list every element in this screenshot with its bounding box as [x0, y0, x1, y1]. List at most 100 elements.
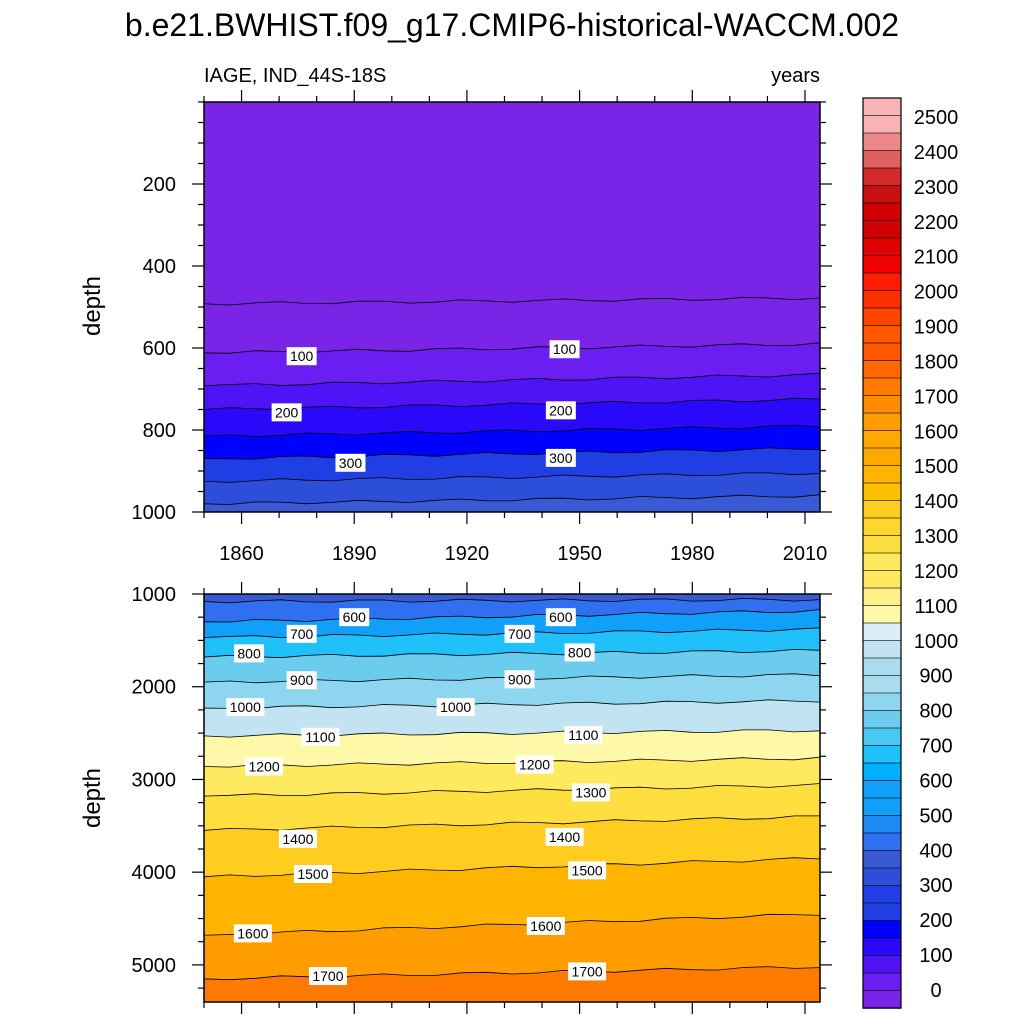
contour-label-text: 1500	[572, 862, 603, 878]
colorbar-band	[862, 272, 902, 292]
contour-label-box	[545, 827, 584, 846]
contour-label: 200	[545, 401, 576, 420]
y-tick-label: 3000	[132, 769, 177, 791]
panel-subtitle-left: IAGE, IND_44S-18S	[204, 65, 386, 87]
colorbar-band	[862, 395, 902, 414]
colorbar-band	[862, 920, 902, 939]
colorbar-band	[862, 447, 902, 467]
colorbar-band	[862, 150, 902, 169]
colorbar-band	[862, 185, 902, 204]
colorbar-band	[862, 797, 902, 817]
y-tick-label: 800	[143, 420, 176, 442]
colorbar-band	[862, 937, 902, 957]
contour-label: 1200	[245, 757, 284, 776]
contour-label-box	[504, 670, 535, 689]
contour-label-box	[568, 962, 607, 981]
contour-label-text: 700	[508, 626, 532, 642]
colorbar-band	[862, 237, 902, 257]
contour-label-box	[293, 865, 332, 884]
colorbar-band	[862, 972, 902, 992]
contour-label-text: 1100	[305, 729, 335, 745]
contour-label-text: 1500	[297, 866, 328, 882]
contour-label: 1700	[308, 967, 347, 986]
contour-label: 1500	[293, 865, 332, 884]
colorbar-band	[862, 902, 902, 922]
contour-label-box	[515, 755, 554, 774]
colorbar-band	[862, 990, 902, 1009]
contour-label-box	[436, 698, 475, 717]
colorbar-band	[862, 605, 902, 624]
contour-label: 1100	[301, 727, 340, 746]
contour-label-text: 600	[549, 609, 573, 625]
contour-line	[203, 699, 821, 710]
colorbar-label: 1700	[914, 386, 959, 408]
contour-label: 1700	[568, 962, 607, 981]
colorbar-band	[862, 832, 902, 852]
colorbar-label: 700	[919, 736, 952, 758]
colorbar-label: 300	[919, 875, 952, 897]
panel-subtitle-right: years	[771, 65, 820, 87]
contour-label: 600	[339, 608, 370, 627]
contour-band	[204, 966, 820, 1002]
colorbar-label: 900	[919, 666, 952, 688]
y-tick-label: 400	[143, 256, 176, 278]
contour-label: 1000	[436, 698, 475, 717]
contour-line	[203, 815, 820, 831]
colorbar-label: 1800	[914, 351, 959, 373]
contour-line	[203, 494, 821, 505]
contour-line	[203, 648, 821, 659]
contour-label-text: 600	[343, 609, 367, 625]
colorbar-band	[862, 815, 902, 834]
colorbar-band	[862, 657, 902, 677]
y-tick-label: 1000	[132, 502, 177, 524]
contour-label-text: 300	[339, 455, 363, 471]
x-tick-label: 1980	[670, 543, 715, 565]
colorbar-band	[862, 202, 902, 222]
chart-title: b.e21.BWHIST.f09_g17.CMIP6-historical-WA…	[125, 7, 899, 43]
colorbar-label: 1900	[914, 317, 959, 339]
colorbar-label: 400	[919, 840, 952, 862]
x-tick-label: 1950	[557, 543, 602, 565]
x-tick-label: 1860	[219, 543, 264, 565]
colorbar-band	[862, 430, 902, 449]
contour-label-box	[271, 403, 302, 422]
colorbar-band	[862, 220, 902, 239]
contour-label: 1200	[515, 755, 554, 774]
colorbar-band	[862, 325, 902, 344]
contour-line	[203, 783, 821, 797]
contour-label-box	[286, 347, 317, 366]
contour-label-text: 100	[290, 348, 314, 364]
contour-band	[204, 494, 820, 512]
contour-label-text: 1000	[440, 699, 471, 715]
colorbar-label: 600	[919, 770, 952, 792]
colorbar-band	[862, 115, 902, 134]
x-tick-label: 2010	[783, 543, 828, 565]
contour-label-text: 1600	[237, 925, 268, 941]
colorbar-band	[862, 342, 902, 362]
contour-label: 1400	[545, 827, 584, 846]
colorbar-label: 2300	[914, 177, 959, 199]
contour-label: 100	[286, 347, 317, 366]
contour-label-box	[233, 924, 272, 943]
contour-label-box	[234, 644, 265, 663]
y-tick-label: 2000	[132, 677, 177, 699]
contour-label-text: 1300	[575, 784, 606, 800]
contour-label-box	[549, 340, 580, 359]
contour-line	[203, 296, 821, 306]
colorbar-band	[862, 465, 902, 484]
contour-label-box	[226, 698, 265, 717]
contour-line	[203, 597, 821, 604]
colorbar-band	[862, 850, 902, 869]
colorbar-band	[862, 710, 902, 729]
contour-label: 1100	[564, 725, 603, 744]
contour-line	[203, 966, 821, 981]
contour-label-text: 300	[549, 450, 573, 466]
y-tick-label: 5000	[132, 955, 177, 977]
colorbar-label: 1200	[914, 561, 959, 583]
contour-label: 800	[234, 644, 265, 663]
colorbar-band	[862, 500, 902, 519]
colorbar-band	[862, 132, 902, 152]
colorbar-band	[862, 482, 902, 502]
contour-label: 1500	[568, 861, 607, 880]
